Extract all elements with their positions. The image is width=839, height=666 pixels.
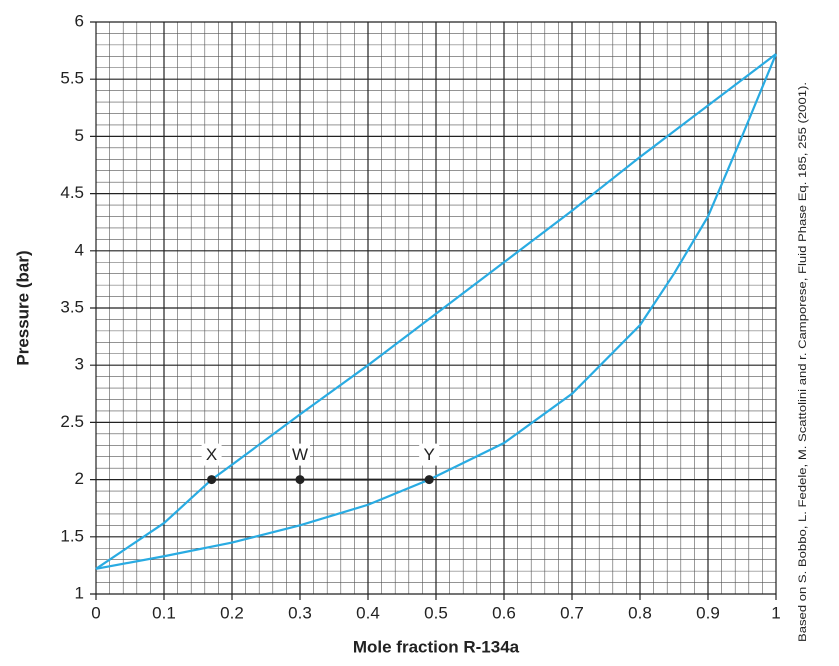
- y-tick-label: 6: [75, 11, 84, 30]
- y-tick-label: 2.5: [60, 412, 84, 431]
- x-tick-label: 0.7: [560, 603, 584, 622]
- y-tick-label: 1: [75, 583, 84, 602]
- y-tick-label: 2: [75, 469, 84, 488]
- x-tick-label: 0.6: [492, 603, 516, 622]
- point: [295, 475, 305, 485]
- x-axis-title: Mole fraction R-134a: [353, 637, 520, 656]
- x-tick-label: 0.3: [288, 603, 312, 622]
- y-tick-label: 3.5: [60, 297, 84, 316]
- x-tick-label: 0: [91, 603, 100, 622]
- point: [207, 475, 217, 485]
- point: [424, 475, 434, 485]
- y-tick-label: 1.5: [60, 526, 84, 545]
- y-tick-label: 5: [75, 126, 84, 145]
- x-tick-label: 0.9: [696, 603, 720, 622]
- point-label-bg: [290, 443, 310, 466]
- point-label: X: [206, 445, 217, 464]
- source-note: Based on S. Bobbo, L. Fedele, M. Scattol…: [797, 82, 809, 642]
- y-axis-title: Pressure (bar): [13, 250, 32, 365]
- point-label: Y: [424, 445, 435, 464]
- y-tick-label: 3: [75, 355, 84, 374]
- x-tick-label: 0.5: [424, 603, 448, 622]
- curve: [95, 53, 778, 570]
- x-tick-label: 0.1: [152, 603, 176, 622]
- x-tick-label: 0.4: [356, 603, 380, 622]
- curve: [95, 53, 777, 570]
- point-label-bg: [201, 443, 222, 466]
- y-tick-label: 4: [75, 240, 84, 259]
- y-tick-label: 5.5: [60, 69, 84, 88]
- point-label-bg: [419, 443, 440, 466]
- x-tick-label: 0.8: [628, 603, 652, 622]
- x-tick-label: 1: [771, 603, 780, 622]
- point-label: W: [292, 445, 308, 464]
- x-tick-label: 0.2: [220, 603, 244, 622]
- y-tick-label: 4.5: [60, 183, 84, 202]
